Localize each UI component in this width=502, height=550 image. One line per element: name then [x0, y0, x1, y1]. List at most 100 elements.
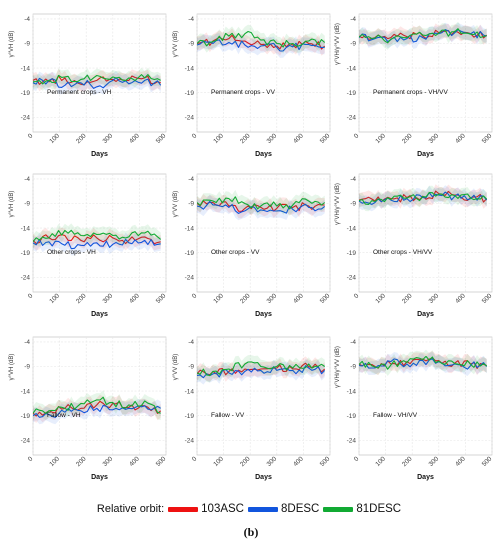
x-tick-label: 100	[374, 455, 387, 468]
x-tick-label: 400	[128, 132, 141, 145]
x-tick-label: 400	[454, 132, 467, 145]
series-line-103asc	[33, 234, 161, 245]
legend-swatch-8desc	[248, 506, 278, 512]
x-tick-label: 100	[374, 132, 387, 145]
y-tick-label: -24	[347, 114, 357, 121]
legend-title: Relative orbit:	[96, 503, 165, 515]
y-tick-label: -19	[185, 90, 195, 97]
y-tick-label: -19	[21, 250, 31, 257]
panel-frame	[196, 336, 331, 456]
x-tick-label: 200	[75, 132, 88, 145]
panel-label: Permanent crops - VH	[47, 89, 112, 96]
series-band-81desc	[33, 67, 161, 91]
x-axis-label: Days	[91, 151, 108, 158]
x-tick-label: 500	[319, 292, 332, 305]
y-tick-label: -14	[21, 65, 31, 72]
legend-label-81desc: 81DESC	[356, 503, 402, 515]
series-line-8desc	[197, 365, 326, 379]
series-line-81desc	[33, 229, 162, 243]
x-axis-label: Days	[417, 151, 434, 158]
x-tick-label: 300	[102, 455, 115, 468]
y-axis-label: γ°VH (dB)	[9, 354, 15, 381]
x-tick-label: 400	[454, 455, 467, 468]
x-tick-label: 400	[454, 292, 467, 305]
y-tick-label: -14	[347, 65, 357, 72]
x-tick-label: 300	[102, 132, 115, 145]
figure-caption: (b)	[243, 525, 259, 539]
x-tick-label: 0	[27, 455, 35, 463]
y-axis-label: γ°VV (dB)	[173, 191, 179, 217]
x-tick-label: 100	[212, 132, 225, 145]
panel-fallow-vh: 0 100 200 300 400 500 -4 -9 -14 -19 -24 Days γ°VH (d…	[9, 336, 168, 481]
y-tick-label: -9	[24, 201, 30, 208]
y-axis-label: γ°VH (dB)	[9, 191, 15, 218]
series-line-81desc	[197, 196, 326, 210]
y-tick-label: -24	[347, 437, 357, 444]
y-tick-label: -19	[21, 413, 31, 420]
x-tick-label: 400	[292, 132, 305, 145]
y-tick-label: -14	[185, 65, 195, 72]
y-axis-label: γ°VH (dB)	[9, 31, 15, 58]
x-tick-label: 0	[191, 455, 199, 463]
series-band-8desc	[33, 71, 161, 96]
series-band-8desc	[359, 185, 487, 212]
series-band-8desc	[197, 358, 325, 385]
x-tick-label: 0	[353, 132, 361, 140]
series-band-81desc	[33, 390, 161, 421]
series-line-8desc	[197, 200, 326, 214]
series-line-81desc	[359, 355, 488, 370]
panel-label: Permanent crops - VH/VV	[373, 89, 448, 96]
y-tick-label: -14	[347, 225, 357, 232]
panel-frame	[32, 13, 167, 133]
panel-label: Fallow - VV	[211, 412, 245, 419]
y-axis-label: γ°VH/γ°VV (dB)	[335, 183, 341, 225]
x-tick-label: 100	[48, 292, 61, 305]
x-tick-label: 300	[102, 292, 115, 305]
legend-item-103asc: 103ASC	[168, 503, 244, 515]
panel-fallow-vv: 0 100 200 300 400 500 -4 -9 -14 -19 -24 Days γ°VV (d…	[173, 336, 332, 481]
series-band-81desc	[197, 355, 325, 383]
x-tick-label: 0	[353, 455, 361, 463]
y-tick-label: -9	[350, 364, 356, 371]
panel-frame	[196, 173, 331, 293]
y-tick-label: -19	[347, 90, 357, 97]
panel-label: Permanent crops - VV	[211, 89, 276, 96]
x-tick-label: 200	[401, 455, 414, 468]
series-band-81desc	[359, 185, 487, 212]
x-axis-label: Days	[255, 151, 272, 158]
x-tick-label: 100	[212, 292, 225, 305]
panel-fallow-vh-vv: 0 100 200 300 400 500 -4 -9 -14 -19 -24 Days γ°VH/γ°…	[335, 336, 494, 481]
y-tick-label: -19	[185, 250, 195, 257]
y-axis-label: γ°VV (dB)	[173, 354, 179, 380]
y-tick-label: -4	[188, 176, 194, 183]
panel-other-crops-vh: 0 100 200 300 400 500 -4 -9 -14 -19 -24 Days γ°VH (d…	[9, 173, 168, 318]
series-line-81desc	[197, 361, 326, 377]
series-band-103asc	[33, 227, 161, 251]
panel-frame	[32, 336, 167, 456]
x-tick-label: 0	[353, 292, 361, 300]
x-axis-label: Days	[417, 474, 434, 481]
y-axis-label: γ°VH/γ°VV (dB)	[335, 346, 341, 388]
y-tick-label: -9	[350, 41, 356, 48]
series-band-81desc	[359, 21, 487, 50]
y-tick-label: -24	[21, 437, 31, 444]
x-axis-label: Days	[255, 311, 272, 318]
y-tick-label: -14	[21, 225, 31, 232]
y-tick-label: -24	[21, 114, 31, 121]
series-line-81desc	[197, 30, 326, 48]
series-line-81desc	[359, 192, 488, 205]
series-band-81desc	[197, 189, 325, 216]
y-tick-label: -19	[185, 413, 195, 420]
x-tick-label: 200	[239, 132, 252, 145]
panel-frame	[358, 173, 493, 293]
y-tick-label: -4	[188, 339, 194, 346]
x-tick-label: 200	[239, 292, 252, 305]
series-band-8desc	[33, 232, 161, 256]
panel-other-crops-vv: 0 100 200 300 400 500 -4 -9 -14 -19 -24 Days γ°VV (d…	[173, 173, 332, 318]
y-tick-label: -9	[24, 41, 30, 48]
x-tick-label: 200	[75, 292, 88, 305]
x-tick-label: 500	[481, 132, 494, 145]
y-tick-label: -24	[185, 114, 195, 121]
y-tick-label: -4	[24, 16, 30, 23]
series-line-81desc	[33, 396, 161, 414]
